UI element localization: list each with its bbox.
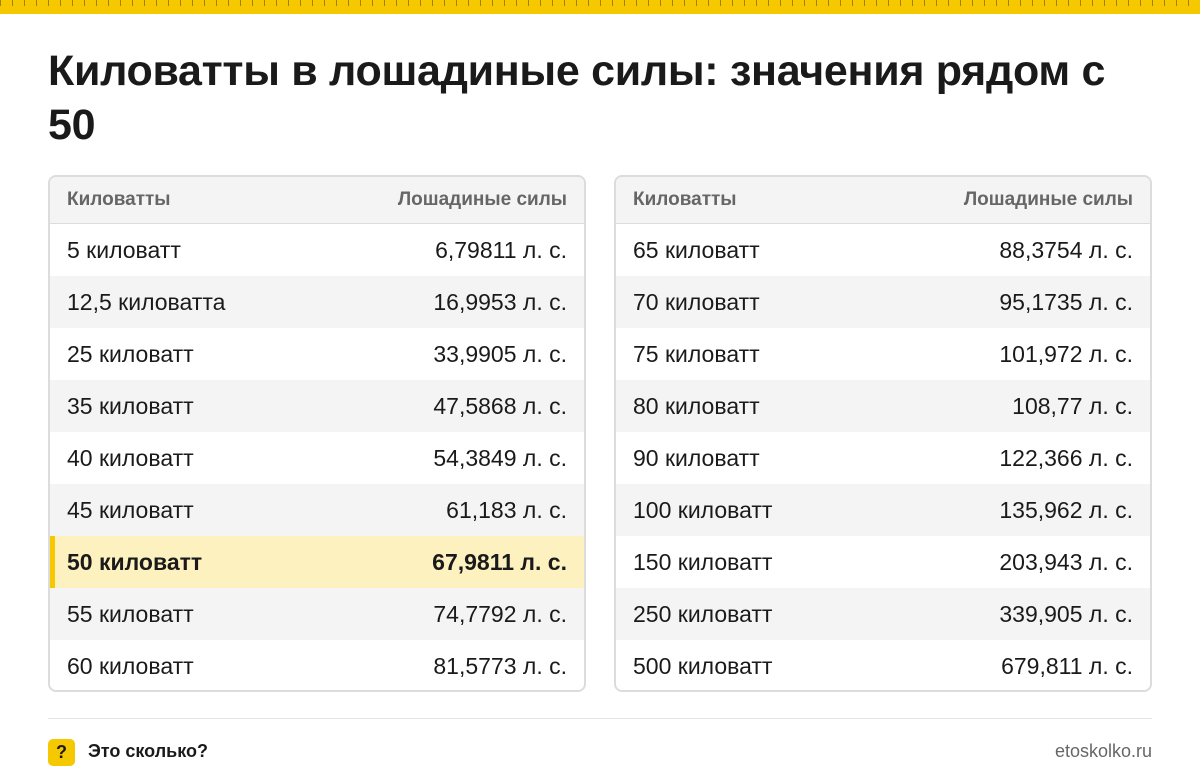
table-row: 55 киловатт 74,7792 л. с.: [50, 588, 584, 640]
table-row: 65 киловатт 88,3754 л. с.: [616, 224, 1150, 276]
table-row: 70 киловатт 95,1735 л. с.: [616, 276, 1150, 328]
horsepower-cell: 88,3754 л. с.: [999, 236, 1133, 263]
ruler-strip: [0, 0, 1200, 14]
footer-brand: Это сколько?: [88, 741, 208, 761]
horsepower-cell: 679,811 л. с.: [1001, 652, 1133, 679]
conversion-table-right: Киловатты Лошадиные силы 65 киловатт 88,375…: [614, 175, 1152, 692]
horsepower-cell: 16,9953 л. с.: [433, 288, 567, 315]
horsepower-cell: 54,3849 л. с.: [433, 444, 567, 471]
question-mark-icon: ?: [48, 739, 75, 766]
table-row: 12,5 киловатта 16,9953 л. с.: [50, 276, 584, 328]
table-row: 35 киловатт 47,5868 л. с.: [50, 380, 584, 432]
table-row-highlighted: 50 киловатт 67,9811 л. с.: [50, 536, 584, 588]
kilowatt-cell: 70 киловатт: [633, 288, 760, 315]
table-row: 80 киловатт 108,77 л. с.: [616, 380, 1150, 432]
table-row: 60 киловатт 81,5773 л. с.: [50, 640, 584, 690]
horsepower-cell: 74,7792 л. с.: [433, 600, 567, 627]
table-row: 75 киловатт 101,972 л. с.: [616, 328, 1150, 380]
table-row: 45 киловатт 61,183 л. с.: [50, 484, 584, 536]
horsepower-cell: 122,366 л. с.: [999, 444, 1133, 471]
table-row: 25 киловатт 33,9905 л. с.: [50, 328, 584, 380]
table-header: Киловатты Лошадиные силы: [616, 177, 1150, 224]
table-row: 500 киловатт 679,811 л. с.: [616, 640, 1150, 690]
kilowatt-cell: 45 киловатт: [67, 496, 194, 523]
horsepower-cell: 108,77 л. с.: [1012, 392, 1133, 419]
conversion-table-left: Киловатты Лошадиные силы 5 киловатт 6,79811…: [48, 175, 586, 692]
kilowatt-cell: 100 киловатт: [633, 496, 773, 523]
table-row: 250 киловатт 339,905 л. с.: [616, 588, 1150, 640]
table-header: Киловатты Лошадиные силы: [50, 177, 584, 224]
table-row: 90 киловатт 122,366 л. с.: [616, 432, 1150, 484]
kilowatt-cell: 25 киловатт: [67, 340, 194, 367]
footer-divider: [48, 718, 1152, 719]
table-row: 100 киловатт 135,962 л. с.: [616, 484, 1150, 536]
kilowatt-cell: 12,5 киловатта: [67, 288, 226, 315]
kilowatt-cell: 250 киловатт: [633, 600, 773, 627]
page-title: Киловатты в лошадиные силы: значения ряд…: [48, 47, 1106, 149]
table-row: 150 киловатт 203,943 л. с.: [616, 536, 1150, 588]
kilowatt-cell: 150 киловатт: [633, 548, 773, 575]
horsepower-cell: 95,1735 л. с.: [999, 288, 1133, 315]
header-kilowatts: Киловатты: [67, 189, 171, 210]
horsepower-cell: 101,972 л. с.: [999, 340, 1133, 367]
horsepower-cell: 135,962 л. с.: [999, 496, 1133, 523]
table-row: 40 киловатт 54,3849 л. с.: [50, 432, 584, 484]
kilowatt-cell: 5 киловатт: [67, 236, 181, 263]
horsepower-cell: 6,79811 л. с.: [435, 236, 567, 263]
kilowatt-cell: 35 киловатт: [67, 392, 194, 419]
header-kilowatts: Киловатты: [633, 189, 737, 210]
kilowatt-cell: 80 киловатт: [633, 392, 760, 419]
kilowatt-cell: 500 киловатт: [633, 652, 773, 679]
horsepower-cell: 339,905 л. с.: [999, 600, 1133, 627]
horsepower-cell: 81,5773 л. с.: [433, 652, 567, 679]
footer-site-link[interactable]: etoskolko.ru: [1054, 741, 1152, 761]
table-row: 5 киловатт 6,79811 л. с.: [50, 224, 584, 276]
kilowatt-cell: 55 киловатт: [67, 600, 194, 627]
horsepower-cell: 47,5868 л. с.: [433, 392, 567, 419]
horsepower-cell: 33,9905 л. с.: [433, 340, 567, 367]
header-horsepower: Лошадиные силы: [397, 189, 567, 210]
horsepower-cell: 67,9811 л. с.: [432, 548, 567, 575]
kilowatt-cell: 90 киловатт: [633, 444, 760, 471]
header-horsepower: Лошадиные силы: [963, 189, 1133, 210]
kilowatt-cell: 65 киловатт: [633, 236, 760, 263]
kilowatt-cell: 50 киловатт: [67, 548, 203, 575]
horsepower-cell: 61,183 л. с.: [446, 496, 567, 523]
kilowatt-cell: 60 киловатт: [67, 652, 194, 679]
kilowatt-cell: 75 киловатт: [633, 340, 760, 367]
horsepower-cell: 203,943 л. с.: [999, 548, 1133, 575]
kilowatt-cell: 40 киловатт: [67, 444, 194, 471]
